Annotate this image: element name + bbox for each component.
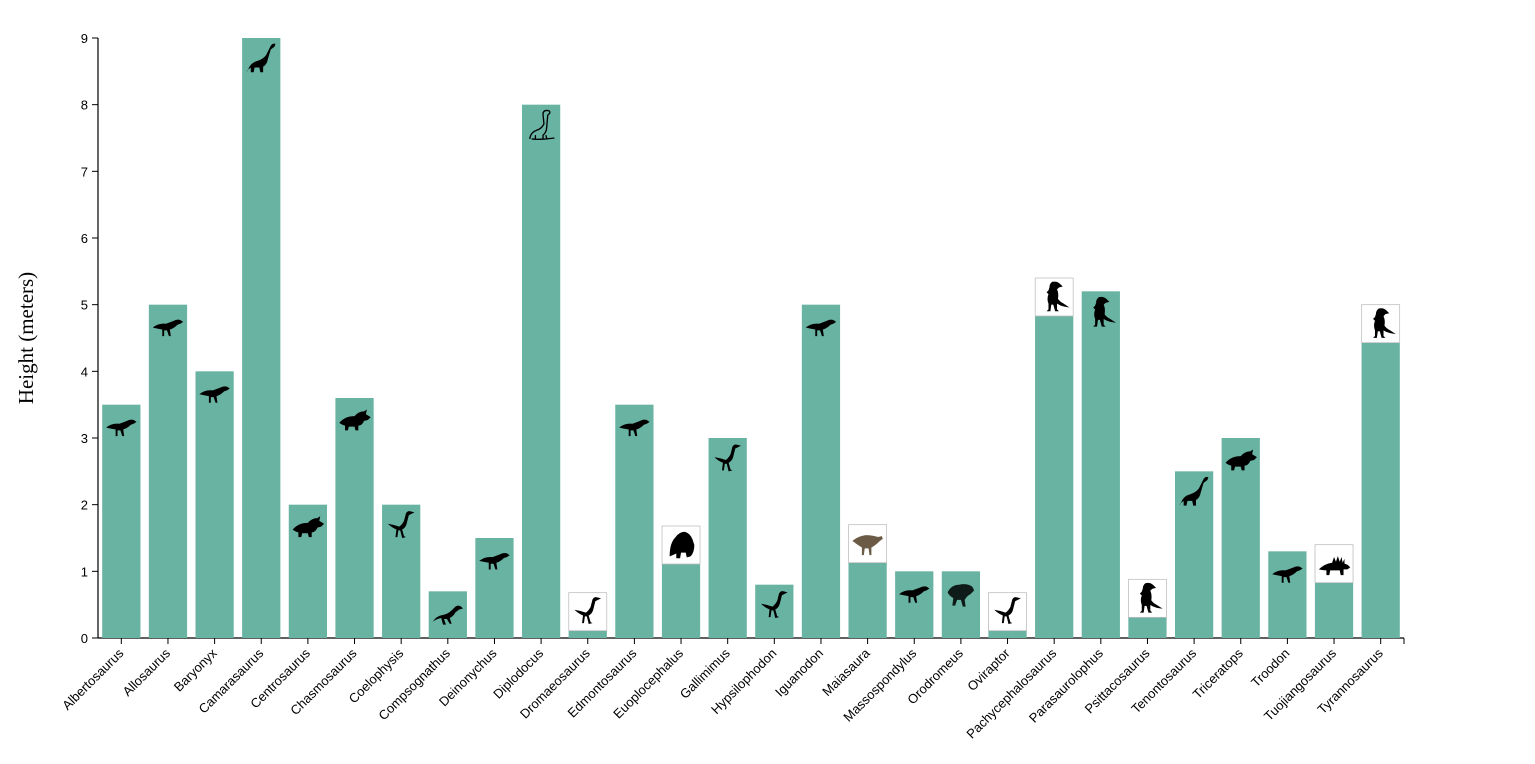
y-tick-label: 5 — [81, 298, 88, 313]
x-tick-label-albertosaurus: Albertosaurus — [59, 645, 127, 713]
edmontosaurus-silhouette-icon — [619, 419, 650, 437]
parasaurolophus-silhouette-icon — [1093, 296, 1117, 327]
bar-pachycephalosaurus — [1035, 278, 1074, 638]
y-tick-label: 4 — [81, 364, 88, 379]
bar-allosaurus — [148, 304, 188, 638]
bar-euoplocephalus — [661, 558, 701, 638]
y-tick-label: 9 — [81, 31, 88, 46]
pachycephalosaurus-silhouette-icon — [1034, 277, 1074, 317]
x-tick-label-pachycephalosaurus: Pachycephalosaurus — [963, 645, 1059, 741]
y-tick-label: 3 — [81, 431, 88, 446]
x-tick-label-baryonyx: Baryonyx — [171, 645, 220, 694]
diplodocus-outline-icon — [529, 109, 555, 140]
bar-diplodocus — [521, 104, 561, 638]
bar-troodon — [1268, 551, 1307, 638]
albertosaurus-silhouette-icon — [106, 419, 137, 437]
centrosaurus-silhouette-icon — [292, 516, 325, 538]
bar-massospondylus — [895, 571, 934, 638]
tyrannosaurus-silhouette-icon — [1361, 304, 1401, 344]
x-tick-label-allosaurus: Allosaurus — [120, 645, 174, 699]
bar-edmontosaurus — [615, 404, 654, 638]
y-axis-label: Height (meters) — [14, 272, 38, 404]
bar-coelophysis — [382, 504, 421, 638]
y-tick-label: 1 — [81, 564, 88, 579]
bar-chasmosaurus — [335, 398, 374, 638]
troodon-silhouette-icon — [1272, 566, 1303, 583]
gallimimus-silhouette-icon — [714, 444, 741, 472]
euoplocephalus-silhouette-icon — [661, 525, 701, 565]
x-tick-label-triceratops: Triceratops — [1190, 645, 1247, 702]
bar-orodromeus — [941, 571, 981, 638]
coelophysis-silhouette-icon — [387, 511, 415, 539]
dromaeosaurus-silhouette-icon — [568, 592, 608, 632]
y-tick-label: 2 — [81, 498, 88, 513]
psittacosaurus-silhouette-icon — [1128, 578, 1167, 618]
x-tick-label-oviraptor: Oviraptor — [964, 645, 1013, 694]
bar-tyrannosaurus — [1361, 304, 1400, 638]
bar-camarasaurus — [242, 38, 281, 638]
y-tick-label: 6 — [81, 231, 88, 246]
triceratops-silhouette-icon — [1225, 449, 1257, 471]
orodromeus-silhouette-icon — [947, 584, 975, 607]
massospondylus-silhouette-icon — [899, 586, 930, 603]
oviraptor-silhouette-icon — [988, 592, 1027, 632]
hypsilophodon-silhouette-icon — [761, 591, 788, 619]
maiasaura-silhouette-icon — [848, 524, 887, 564]
iguanodon-silhouette-icon — [805, 319, 837, 337]
bar-deinonychus — [475, 538, 514, 638]
chasmosaurus-silhouette-icon — [339, 409, 371, 431]
y-tick-label: 0 — [81, 631, 88, 646]
bar-iguanodon — [801, 304, 841, 638]
bar-albertosaurus — [102, 404, 141, 638]
y-tick-label: 7 — [81, 164, 88, 179]
allosaurus-silhouette-icon — [152, 319, 184, 337]
camarasaurus-silhouette-icon — [246, 43, 276, 73]
y-tick-label: 8 — [81, 98, 88, 113]
bar-baryonyx — [195, 371, 234, 638]
x-tick-label-troodon: Troodon — [1248, 646, 1293, 691]
bar-parasaurolophus — [1081, 291, 1120, 638]
bar-triceratops — [1221, 438, 1260, 638]
plot-area: 0 1 2 3 4 5 6 7 8 9 AlbertosaurusAllosaurusBaryony… — [59, 31, 1405, 741]
bar-gallimimus — [708, 438, 747, 638]
compsognathus-silhouette-icon — [432, 605, 464, 625]
tenontosaurus-silhouette-icon — [1178, 476, 1209, 506]
deinonychus-silhouette-icon — [479, 552, 510, 570]
x-tick-label-iguanodon: Iguanodon — [772, 646, 826, 700]
tuojiangosaurus-silhouette-icon — [1314, 544, 1354, 584]
baryonyx-silhouette-icon — [199, 386, 230, 403]
